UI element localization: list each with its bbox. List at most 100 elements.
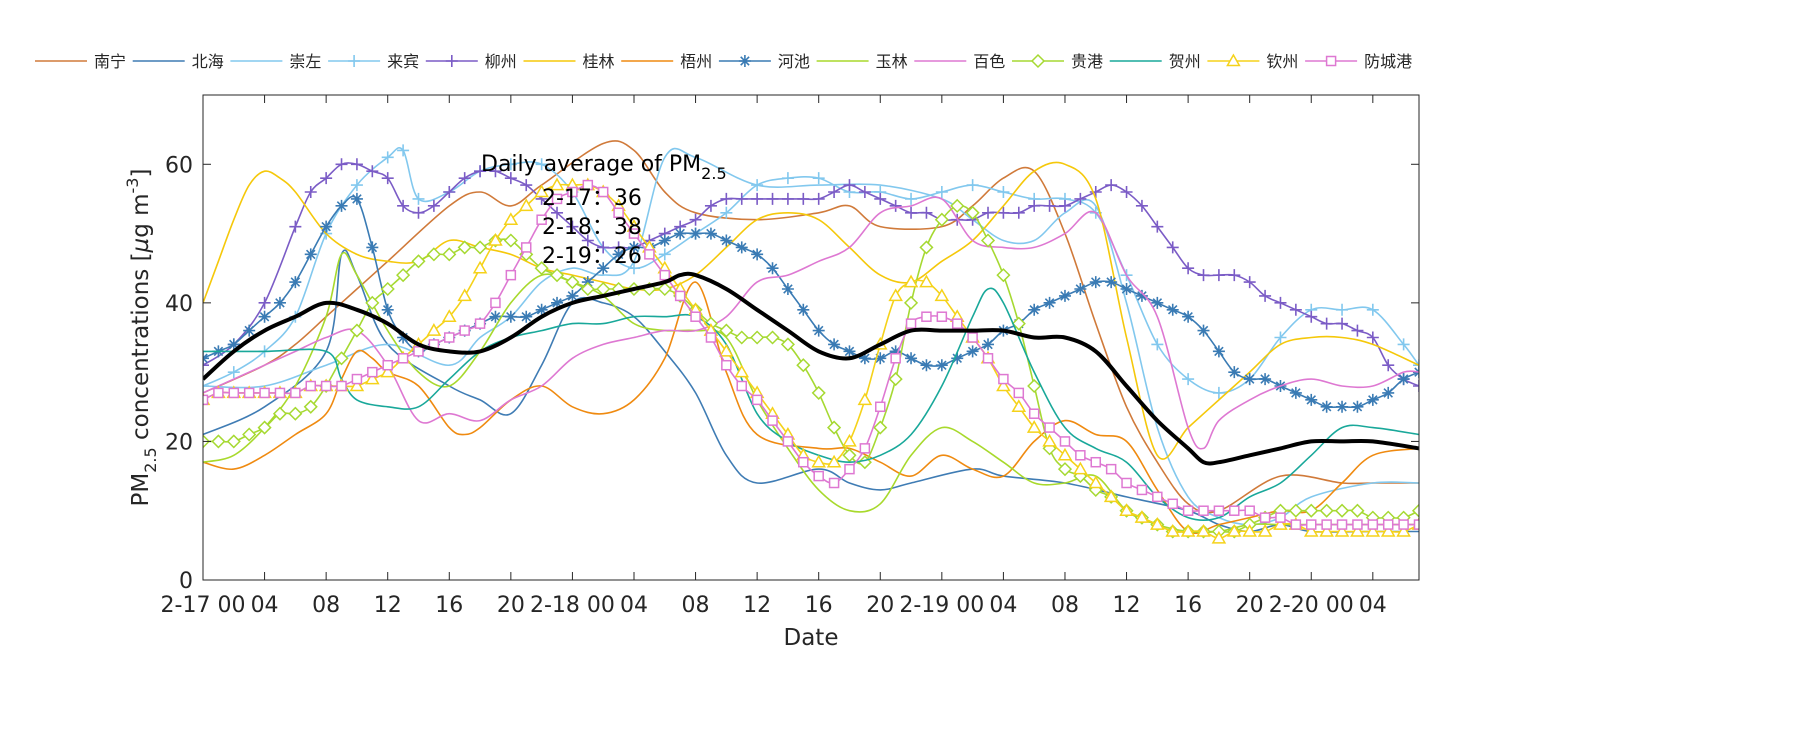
data-point [736, 380, 747, 392]
data-point [1135, 289, 1148, 302]
data-point [951, 352, 964, 365]
data-point [875, 401, 886, 413]
data-point [1151, 296, 1164, 309]
series-北海 [203, 249, 1419, 533]
y-tick-label: 40 [165, 292, 193, 317]
data-point [903, 274, 919, 288]
data-point [1303, 523, 1319, 537]
data-point [228, 387, 240, 399]
data-point [982, 353, 994, 364]
data-point [1120, 186, 1133, 198]
data-point [445, 55, 458, 67]
annotation-line: 2-17：36 [542, 186, 642, 211]
data-point [1058, 199, 1071, 212]
data-point [474, 318, 486, 329]
data-point [243, 387, 255, 399]
data-point [520, 310, 533, 323]
data-point [967, 332, 978, 343]
data-point [1334, 523, 1350, 537]
data-point [503, 233, 518, 248]
data-point [905, 206, 918, 219]
legend-label: 防城港 [1364, 52, 1412, 71]
data-point [1228, 366, 1241, 379]
series-line [203, 196, 1419, 450]
legend-item: 梧州 [621, 52, 712, 71]
data-point [520, 242, 532, 253]
legend-label: 钦州 [1266, 52, 1298, 71]
data-point [659, 269, 671, 281]
data-point [1119, 503, 1134, 516]
data-point [1151, 338, 1164, 351]
legend-label: 玉林 [876, 52, 908, 71]
data-point [1305, 310, 1318, 323]
data-point [767, 415, 778, 426]
x-tick-label: 20 [866, 593, 894, 618]
data-point [874, 192, 887, 205]
data-point [1336, 400, 1349, 413]
data-point [888, 372, 903, 387]
data-point [242, 427, 257, 442]
data-point [705, 332, 717, 343]
data-point [1212, 345, 1225, 358]
data-point [351, 373, 363, 385]
data-point [1088, 475, 1104, 489]
daily-average-annotation: Daily average of PM2.5 2-17：36 2-18：38 2… [481, 152, 727, 269]
data-point [1352, 519, 1363, 530]
data-point [859, 443, 871, 454]
data-point [1336, 317, 1349, 330]
data-point [1411, 503, 1419, 518]
data-point [503, 212, 519, 225]
series-桂林 [203, 161, 1419, 460]
data-point [1351, 400, 1364, 413]
x-tick-label: 2-17 00 [161, 593, 246, 618]
y-tick-label: 0 [179, 569, 193, 594]
data-point [1030, 53, 1046, 69]
data-point [1166, 303, 1179, 316]
data-point [1397, 338, 1410, 351]
data-point [258, 310, 271, 323]
legend-label: 贺州 [1169, 52, 1201, 71]
data-point [920, 206, 933, 219]
series-崇左 [203, 147, 1419, 526]
data-point [996, 378, 1011, 392]
data-point [844, 463, 855, 475]
data-point [474, 165, 487, 178]
data-point [751, 394, 763, 406]
data-point [1026, 420, 1042, 433]
data-point [1366, 303, 1379, 316]
data-point [382, 359, 393, 371]
data-point [1213, 505, 1225, 516]
data-point [227, 366, 240, 379]
data-point [720, 206, 733, 219]
data-point [203, 359, 209, 372]
data-point [1165, 523, 1181, 537]
legend-item: 崇左 [230, 52, 321, 71]
data-point [1320, 317, 1333, 330]
data-point [1351, 324, 1364, 337]
data-point [889, 199, 902, 212]
data-point [1105, 179, 1118, 192]
data-point [1103, 489, 1119, 503]
data-point [1197, 269, 1210, 282]
data-point [811, 385, 826, 400]
data-point [1365, 523, 1381, 537]
data-point [227, 338, 240, 351]
data-point [334, 351, 349, 366]
data-point [765, 330, 780, 345]
data-point [1059, 436, 1071, 447]
data-point [580, 281, 595, 297]
data-point [1211, 530, 1227, 544]
data-point [534, 184, 549, 198]
data-point [1334, 503, 1350, 518]
annotation-title: Daily average of PM2.5 [481, 152, 727, 183]
data-point [1057, 462, 1073, 477]
data-point [1042, 433, 1057, 447]
data-point [335, 199, 348, 212]
data-point [320, 380, 332, 392]
x-tick-label: 12 [1113, 593, 1141, 618]
data-point [812, 192, 825, 205]
data-point [905, 192, 918, 205]
data-point [751, 192, 764, 205]
data-point [551, 206, 564, 219]
data-point [367, 366, 378, 378]
